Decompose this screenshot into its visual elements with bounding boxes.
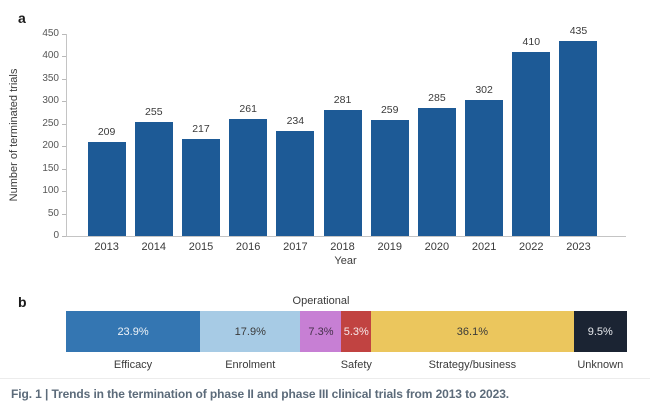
bar-column: 259 2019 xyxy=(366,34,413,253)
bar-value-label: 281 xyxy=(333,94,352,106)
segment-operational: 7.3% Operational xyxy=(293,295,349,352)
x-tick-label: 2022 xyxy=(519,241,544,253)
bar-2016 xyxy=(229,119,268,236)
y-tick-mark xyxy=(62,78,66,80)
segment-name-label: Efficacy xyxy=(113,359,153,371)
y-tick-label: 0 xyxy=(53,230,59,241)
bar-column: 435 2023 xyxy=(555,25,602,253)
bar-column: 234 2017 xyxy=(272,34,319,253)
bar-2013 xyxy=(87,142,126,236)
bar-value-label: 209 xyxy=(97,126,116,138)
bar-value-label: 285 xyxy=(428,92,446,104)
bar-column: 285 2020 xyxy=(413,34,460,253)
y-tick-mark xyxy=(62,56,66,58)
caption-divider xyxy=(0,378,650,379)
stacked-bar: 23.9% Efficacy 17.9% Enrolment 7.3% Operation… xyxy=(66,295,627,371)
segment-percent-label: 36.1% xyxy=(456,325,488,338)
bar-column: 217 2015 xyxy=(177,34,224,253)
x-tick-label: 2018 xyxy=(330,241,355,253)
bar-2017 xyxy=(276,131,315,236)
bar-2018 xyxy=(323,110,362,236)
segment-percent-label: 23.9% xyxy=(117,325,149,338)
panel-a-label: a xyxy=(18,10,26,26)
x-tick-label: 2019 xyxy=(377,241,402,253)
x-axis-title: Year xyxy=(334,255,357,267)
bar-2023 xyxy=(559,41,598,236)
y-tick-label: 150 xyxy=(42,162,59,174)
y-tick-label: 450 xyxy=(42,28,59,39)
bar-2019 xyxy=(370,120,409,236)
x-tick-label: 2021 xyxy=(471,241,497,253)
x-tick-label: 2017 xyxy=(283,241,308,253)
x-tick-label: 2020 xyxy=(424,241,450,253)
x-tick-label: 2014 xyxy=(141,241,167,253)
segment-strategy-business: 36.1% Strategy/business xyxy=(371,311,574,371)
bar-value-label: 255 xyxy=(145,106,163,118)
segment-name-label: Enrolment xyxy=(225,359,276,371)
y-tick-mark xyxy=(62,213,66,215)
y-tick-mark xyxy=(62,146,66,148)
bar-row: 209 2013 255 2014 217 2015 261 2016 234 2017 281 20… xyxy=(83,25,602,253)
y-tick-label: 50 xyxy=(47,207,59,219)
bar-column: 261 2016 xyxy=(225,34,272,253)
segment-percent-label: 9.5% xyxy=(587,325,613,338)
y-tick-label: 400 xyxy=(42,50,59,62)
segment-safety: 5.3% Safety xyxy=(341,311,372,371)
segment-percent-label: 7.3% xyxy=(308,325,334,338)
bar-2021 xyxy=(465,100,504,236)
x-tick-label: 2023 xyxy=(566,241,591,253)
segment-unknown: 9.5% Unknown xyxy=(573,311,627,371)
segment-percent-label: 5.3% xyxy=(343,325,369,338)
y-tick-mark xyxy=(62,191,66,193)
y-tick-mark xyxy=(62,34,66,35)
x-tick-label: 2013 xyxy=(94,241,119,253)
bar-value-label: 234 xyxy=(286,115,305,127)
bar-column: 281 2018 xyxy=(319,34,366,253)
segment-name-label: Safety xyxy=(340,359,372,371)
bar-chart-plot-area: 209 2013 255 2014 217 2015 261 2016 234 2017 281 20… xyxy=(42,25,626,253)
bar-column: 302 2021 xyxy=(461,34,508,253)
y-tick-label: 300 xyxy=(42,95,59,107)
bar-value-label: 217 xyxy=(192,123,210,135)
bar-2015 xyxy=(181,139,220,236)
y-axis-title: Number of terminated trials xyxy=(8,68,20,202)
segment-name-label: Operational xyxy=(292,295,350,307)
y-tick-label: 350 xyxy=(42,72,59,84)
x-tick-label: 2015 xyxy=(188,241,214,253)
segment-efficacy: 23.9% Efficacy xyxy=(66,311,201,371)
bar-column: 410 2022 xyxy=(508,34,555,253)
bar-value-label: 261 xyxy=(239,103,257,115)
y-tick-label: 250 xyxy=(42,117,59,129)
y-tick-label: 100 xyxy=(42,185,59,197)
y-tick-mark xyxy=(62,101,66,103)
bar-column: 255 2014 xyxy=(130,34,177,253)
bar-value-label: 259 xyxy=(380,104,399,116)
segment-name-label: Unknown xyxy=(577,359,624,371)
bar-2014 xyxy=(134,122,173,236)
bar-2022 xyxy=(512,52,551,236)
y-tick-mark xyxy=(62,123,66,125)
bar-value-label: 435 xyxy=(569,25,588,37)
panel-b-label: b xyxy=(18,294,27,310)
segment-percent-label: 17.9% xyxy=(234,325,266,338)
x-tick-label: 2016 xyxy=(235,241,261,253)
y-tick-mark xyxy=(62,168,66,170)
bar-value-label: 302 xyxy=(475,84,493,96)
bar-value-label: 410 xyxy=(522,36,541,48)
bar-column: 209 2013 xyxy=(83,34,130,253)
segment-enrolment: 17.9% Enrolment xyxy=(200,311,301,371)
bar-2020 xyxy=(417,108,456,236)
segment-name-label: Strategy/business xyxy=(428,359,517,371)
figure-caption: Fig. 1 | Trends in the termination of ph… xyxy=(11,387,509,401)
y-tick-mark xyxy=(62,236,66,237)
y-tick-label: 200 xyxy=(42,140,59,152)
